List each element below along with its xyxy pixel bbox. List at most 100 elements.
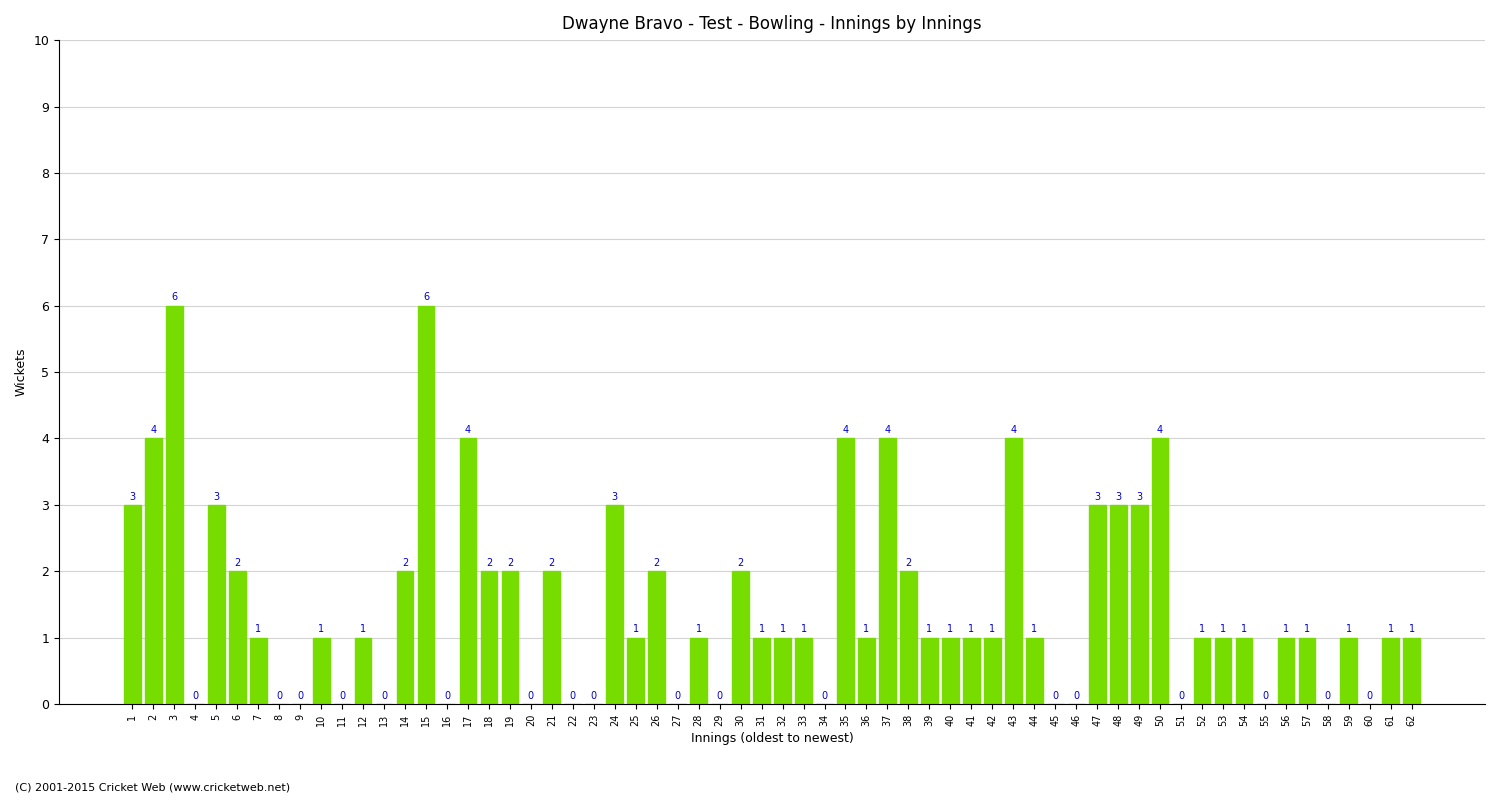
Text: 1: 1 xyxy=(864,624,870,634)
Text: 2: 2 xyxy=(486,558,492,568)
Text: 1: 1 xyxy=(1388,624,1394,634)
Bar xyxy=(837,438,854,704)
Text: 0: 0 xyxy=(276,690,282,701)
Bar xyxy=(858,638,874,704)
Text: 1: 1 xyxy=(255,624,261,634)
Text: 1: 1 xyxy=(318,624,324,634)
Bar xyxy=(166,306,183,704)
Bar xyxy=(690,638,706,704)
Bar xyxy=(732,571,748,704)
Bar xyxy=(459,438,477,704)
Text: (C) 2001-2015 Cricket Web (www.cricketweb.net): (C) 2001-2015 Cricket Web (www.cricketwe… xyxy=(15,782,290,792)
Bar xyxy=(1383,638,1400,704)
Text: 4: 4 xyxy=(1010,425,1017,435)
Text: 0: 0 xyxy=(591,690,597,701)
Bar xyxy=(627,638,644,704)
Text: 1: 1 xyxy=(927,624,933,634)
Text: 3: 3 xyxy=(213,491,219,502)
Text: 1: 1 xyxy=(948,624,954,634)
Text: 0: 0 xyxy=(528,690,534,701)
Text: 2: 2 xyxy=(507,558,513,568)
Bar xyxy=(146,438,162,704)
Title: Dwayne Bravo - Test - Bowling - Innings by Innings: Dwayne Bravo - Test - Bowling - Innings … xyxy=(562,15,982,33)
Text: 2: 2 xyxy=(906,558,912,568)
Text: 1: 1 xyxy=(1282,624,1288,634)
Text: 1: 1 xyxy=(1304,624,1310,634)
Bar xyxy=(606,505,622,704)
Bar xyxy=(501,571,519,704)
Text: 0: 0 xyxy=(675,690,681,701)
Bar xyxy=(1215,638,1231,704)
Text: 0: 0 xyxy=(339,690,345,701)
Text: 4: 4 xyxy=(843,425,849,435)
Text: 0: 0 xyxy=(297,690,303,701)
Bar xyxy=(900,571,916,704)
Text: 1: 1 xyxy=(1240,624,1246,634)
Bar xyxy=(1026,638,1042,704)
Text: 0: 0 xyxy=(822,690,828,701)
Text: 3: 3 xyxy=(129,491,135,502)
Text: 2: 2 xyxy=(234,558,240,568)
Bar xyxy=(1341,638,1358,704)
X-axis label: Innings (oldest to newest): Innings (oldest to newest) xyxy=(690,732,853,745)
Text: 0: 0 xyxy=(717,690,723,701)
Bar xyxy=(124,505,141,704)
Text: 4: 4 xyxy=(885,425,891,435)
Text: 1: 1 xyxy=(988,624,996,634)
Text: 1: 1 xyxy=(696,624,702,634)
Bar xyxy=(984,638,1000,704)
Bar xyxy=(251,638,267,704)
Text: 3: 3 xyxy=(612,491,618,502)
Text: 0: 0 xyxy=(444,690,450,701)
Bar xyxy=(230,571,246,704)
Text: 0: 0 xyxy=(1366,690,1372,701)
Text: 0: 0 xyxy=(1072,690,1080,701)
Text: 1: 1 xyxy=(1408,624,1414,634)
Text: 2: 2 xyxy=(549,558,555,568)
Text: 1: 1 xyxy=(801,624,807,634)
Bar xyxy=(543,571,560,704)
Bar xyxy=(209,505,225,704)
Bar xyxy=(774,638,790,704)
Text: 2: 2 xyxy=(402,558,408,568)
Bar xyxy=(921,638,938,704)
Bar xyxy=(1278,638,1294,704)
Text: 1: 1 xyxy=(759,624,765,634)
Text: 2: 2 xyxy=(654,558,660,568)
Text: 4: 4 xyxy=(465,425,471,435)
Text: 3: 3 xyxy=(1094,491,1100,502)
Text: 1: 1 xyxy=(360,624,366,634)
Text: 1: 1 xyxy=(1220,624,1226,634)
Bar xyxy=(417,306,435,704)
Text: 0: 0 xyxy=(1178,690,1184,701)
Bar xyxy=(312,638,330,704)
Bar xyxy=(1236,638,1252,704)
Text: 0: 0 xyxy=(1052,690,1059,701)
Bar xyxy=(648,571,664,704)
Text: 1: 1 xyxy=(780,624,786,634)
Text: 0: 0 xyxy=(1324,690,1330,701)
Text: 0: 0 xyxy=(381,690,387,701)
Text: 6: 6 xyxy=(171,292,177,302)
Text: 1: 1 xyxy=(1030,624,1038,634)
Text: 3: 3 xyxy=(1136,491,1142,502)
Bar xyxy=(1194,638,1210,704)
Bar xyxy=(753,638,770,704)
Bar xyxy=(963,638,980,704)
Text: 1: 1 xyxy=(633,624,639,634)
Bar xyxy=(480,571,498,704)
Text: 1: 1 xyxy=(1346,624,1352,634)
Text: 1: 1 xyxy=(1198,624,1204,634)
Bar xyxy=(1299,638,1316,704)
Text: 0: 0 xyxy=(570,690,576,701)
Text: 4: 4 xyxy=(150,425,156,435)
Text: 0: 0 xyxy=(192,690,198,701)
Bar xyxy=(1005,438,1022,704)
Text: 0: 0 xyxy=(1262,690,1268,701)
Y-axis label: Wickets: Wickets xyxy=(15,348,28,396)
Bar xyxy=(879,438,896,704)
Text: 6: 6 xyxy=(423,292,429,302)
Bar xyxy=(354,638,372,704)
Text: 3: 3 xyxy=(1114,491,1120,502)
Bar xyxy=(1131,505,1148,704)
